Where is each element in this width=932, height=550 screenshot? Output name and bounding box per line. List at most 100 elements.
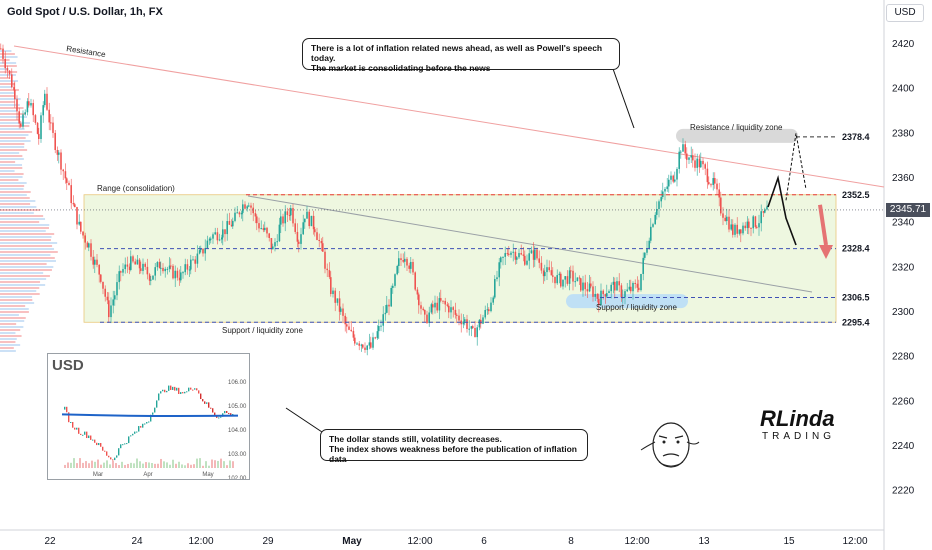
candle-up xyxy=(116,282,118,296)
candle-down xyxy=(144,263,146,267)
candle-down xyxy=(694,160,696,168)
inset-volume-bar xyxy=(226,465,228,468)
annotation-support-liq-label: Support / liquidity zone xyxy=(222,326,303,335)
candle-up xyxy=(390,287,392,307)
candle-down xyxy=(230,224,233,227)
candle-up xyxy=(504,253,506,257)
inset-candle xyxy=(148,421,150,423)
volume-profile-bar xyxy=(0,329,21,331)
candle-up xyxy=(40,115,42,139)
candle-up xyxy=(556,275,558,284)
inset-volume-bar xyxy=(88,463,90,468)
inset-candle xyxy=(192,389,194,391)
candle-down xyxy=(202,248,204,254)
volume-profile-bar xyxy=(0,344,21,346)
inset-candle xyxy=(114,457,116,461)
candle-down xyxy=(186,264,189,270)
candlestick-series xyxy=(0,43,768,356)
candle-down xyxy=(358,343,360,346)
candle-down xyxy=(20,123,22,127)
candle-up xyxy=(610,284,612,292)
candle-up xyxy=(30,103,32,106)
candle-up xyxy=(150,279,152,281)
currency-button[interactable]: USD xyxy=(886,4,924,22)
candle-down xyxy=(60,152,62,170)
candle-up xyxy=(300,234,302,244)
volume-profile-bar xyxy=(0,83,15,85)
candle-down xyxy=(722,213,724,218)
volume-profile-bar xyxy=(0,155,23,157)
candle-down xyxy=(550,270,553,276)
volume-profile-bar xyxy=(0,119,21,121)
volume-profile-bar xyxy=(0,257,55,259)
candle-down xyxy=(98,264,100,275)
volume-profile-bar xyxy=(0,248,55,250)
candle-up xyxy=(690,155,692,158)
candle-down xyxy=(522,254,525,256)
inset-candle xyxy=(156,400,158,408)
candle-down xyxy=(146,266,149,275)
candle-down xyxy=(296,231,299,242)
inset-volume-bar xyxy=(133,463,135,468)
bottom-bubble-pointer xyxy=(285,407,323,433)
candle-down xyxy=(74,204,76,208)
inset-candle xyxy=(208,402,210,408)
candle-down xyxy=(46,93,48,110)
candle-down xyxy=(54,132,56,150)
volume-profile-bar xyxy=(0,287,40,289)
inset-volume-bar xyxy=(76,463,78,468)
inset-volume-bar xyxy=(130,462,132,468)
volume-profile-bar xyxy=(0,278,47,280)
candle-down xyxy=(334,290,336,303)
inset-volume-bar xyxy=(223,461,225,468)
volume-profile-bar xyxy=(0,341,16,343)
volume-profile-bar xyxy=(0,194,27,196)
inset-candle xyxy=(110,457,112,460)
candle-down xyxy=(374,337,376,339)
candle-up xyxy=(760,211,762,224)
candle-down xyxy=(620,285,623,298)
candle-down xyxy=(684,144,686,154)
candle-down xyxy=(228,221,231,225)
candle-up xyxy=(464,319,466,322)
candle-down xyxy=(708,182,710,185)
volume-profile-bar xyxy=(0,86,13,88)
candle-up xyxy=(490,302,492,312)
inset-candle xyxy=(76,427,78,430)
candle-down xyxy=(442,300,444,302)
candle-up xyxy=(78,221,80,225)
candle-up xyxy=(752,216,754,229)
candle-down xyxy=(344,315,346,325)
volume-profile-bar xyxy=(0,137,26,139)
inset-candle xyxy=(108,455,110,458)
candle-up xyxy=(302,222,304,235)
candle-up xyxy=(410,261,412,269)
volume-profile-bar xyxy=(0,182,27,184)
candle-up xyxy=(656,208,658,215)
inset-candle xyxy=(200,393,202,400)
candle-down xyxy=(460,320,462,325)
volume-profile-bar xyxy=(0,308,29,310)
candle-up xyxy=(208,238,211,241)
inset-candle xyxy=(136,431,138,433)
inset-volume-bar xyxy=(190,464,192,468)
candle-up xyxy=(26,101,29,113)
liquidity-grab-projection xyxy=(785,133,807,201)
candle-up xyxy=(526,260,528,265)
volume-profile-bar xyxy=(0,266,54,268)
inset-x-tick: Mar xyxy=(93,472,103,478)
candle-down xyxy=(474,327,476,338)
candle-down xyxy=(102,281,104,289)
volume-profile-bar xyxy=(0,167,23,169)
bottom-comment-line2: The index shows weakness before the publ… xyxy=(329,444,577,464)
volume-profile-bar xyxy=(0,326,24,328)
candle-up xyxy=(558,273,561,276)
inset-candle xyxy=(90,435,92,440)
level-label: 2306.5 xyxy=(842,292,870,302)
candle-down xyxy=(238,212,241,215)
candle-down xyxy=(716,183,718,190)
candle-up xyxy=(676,168,678,180)
candle-up xyxy=(284,211,286,224)
x-tick-label: 22 xyxy=(44,536,56,547)
inset-volume-bar xyxy=(85,461,87,468)
